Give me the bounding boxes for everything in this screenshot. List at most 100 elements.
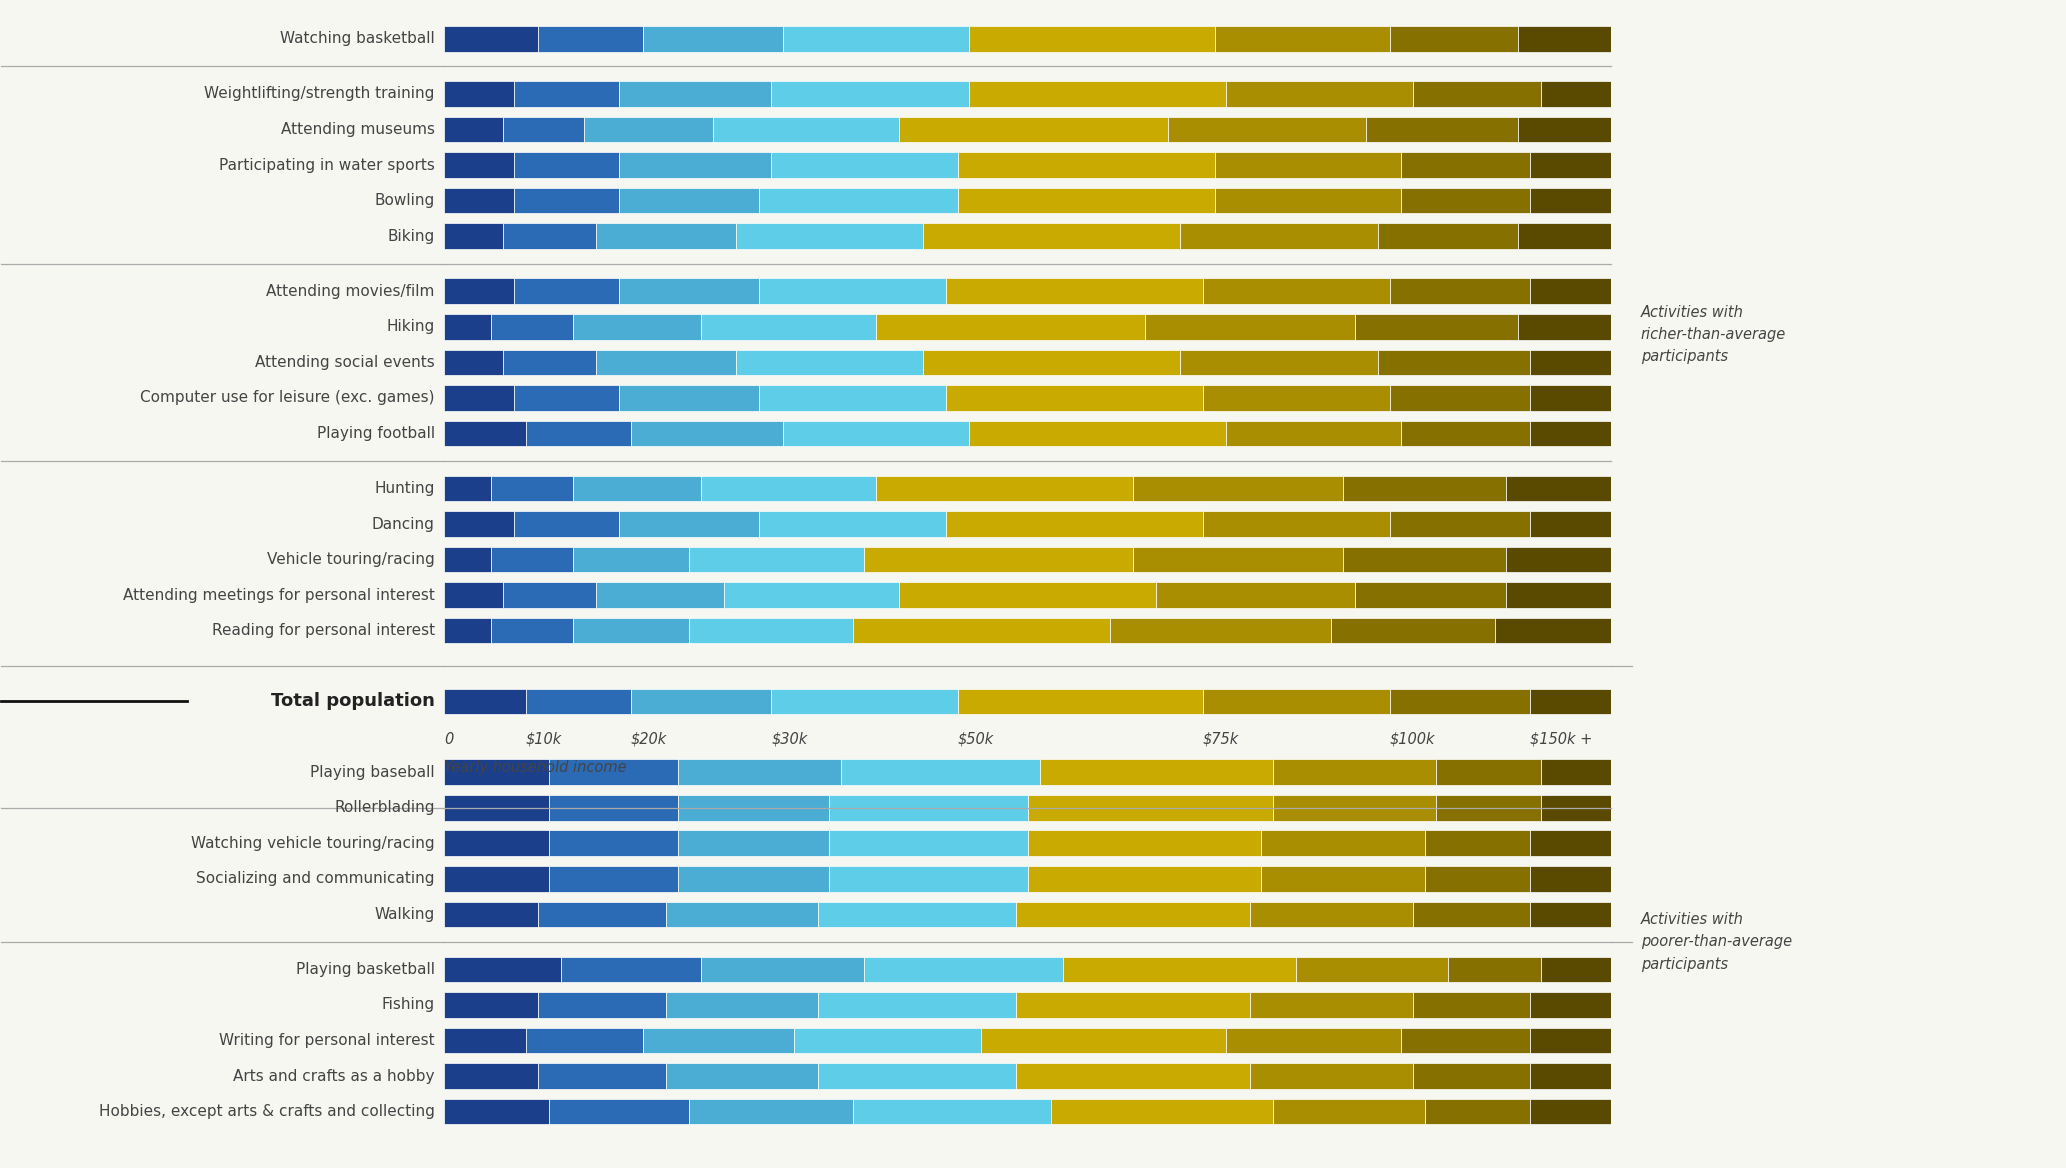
Bar	[1529, 1063, 1611, 1089]
Bar	[818, 992, 1016, 1017]
Text: Rollerblading: Rollerblading	[335, 800, 434, 815]
Bar	[1355, 583, 1506, 607]
Bar	[444, 1028, 527, 1054]
Text: Bowling: Bowling	[374, 193, 434, 208]
Bar	[1260, 865, 1426, 891]
Bar	[444, 957, 562, 982]
Bar	[537, 992, 665, 1017]
Bar	[1519, 117, 1611, 142]
Bar	[1494, 618, 1611, 644]
Bar	[1390, 278, 1529, 304]
Bar	[1401, 152, 1529, 178]
Bar	[818, 902, 1016, 927]
Bar	[1519, 26, 1611, 51]
Text: Yearly household income: Yearly household income	[444, 760, 626, 776]
Text: Attending social events: Attending social events	[254, 355, 434, 370]
Bar	[1401, 420, 1529, 446]
Bar	[514, 278, 620, 304]
Bar	[620, 81, 771, 106]
Bar	[1273, 1099, 1426, 1125]
Bar	[946, 278, 1202, 304]
Bar	[550, 830, 678, 856]
Bar	[514, 385, 620, 411]
Bar	[1506, 547, 1611, 572]
Bar	[1529, 1028, 1611, 1054]
Bar	[1180, 349, 1378, 375]
Bar	[678, 865, 828, 891]
Bar	[595, 223, 735, 249]
Bar	[1202, 385, 1390, 411]
Bar	[550, 865, 678, 891]
Bar	[444, 512, 514, 537]
Bar	[1260, 830, 1426, 856]
Bar	[620, 278, 760, 304]
Bar	[959, 152, 1215, 178]
Bar	[1250, 902, 1413, 927]
Bar	[783, 420, 969, 446]
Text: Weightlifting/strength training: Weightlifting/strength training	[205, 86, 434, 102]
Bar	[527, 689, 630, 714]
Bar	[1039, 759, 1273, 785]
Bar	[1529, 830, 1611, 856]
Bar	[527, 420, 630, 446]
Bar	[678, 795, 828, 820]
Text: $30k: $30k	[771, 731, 808, 746]
Bar	[735, 349, 924, 375]
Bar	[444, 618, 492, 644]
Bar	[620, 385, 760, 411]
Bar	[841, 759, 1039, 785]
Bar	[1541, 759, 1611, 785]
Text: $100k: $100k	[1390, 731, 1436, 746]
Bar	[1529, 1099, 1611, 1125]
Text: Walking: Walking	[374, 906, 434, 922]
Bar	[502, 349, 595, 375]
Bar	[1366, 117, 1519, 142]
Bar	[1331, 618, 1494, 644]
Text: Attending museums: Attending museums	[281, 121, 434, 137]
Bar	[492, 618, 572, 644]
Bar	[1413, 1063, 1529, 1089]
Bar	[1027, 795, 1273, 820]
Bar	[502, 583, 595, 607]
Bar	[665, 902, 818, 927]
Bar	[1529, 902, 1611, 927]
Bar	[1027, 830, 1260, 856]
Bar	[876, 314, 1145, 340]
Bar	[444, 420, 527, 446]
Bar	[595, 583, 725, 607]
Text: Playing football: Playing football	[316, 426, 434, 440]
Bar	[1390, 689, 1529, 714]
Bar	[760, 385, 946, 411]
Bar	[444, 278, 514, 304]
Bar	[620, 152, 771, 178]
Bar	[793, 1028, 981, 1054]
Bar	[630, 420, 783, 446]
Bar	[444, 795, 550, 820]
Bar	[514, 188, 620, 214]
Bar	[665, 992, 818, 1017]
Bar	[1378, 349, 1529, 375]
Bar	[1215, 188, 1401, 214]
Bar	[444, 314, 492, 340]
Bar	[1215, 152, 1401, 178]
Text: Activities with
poorer-than-average
participants: Activities with poorer-than-average part…	[1640, 912, 1791, 972]
Bar	[924, 223, 1180, 249]
Bar	[1529, 992, 1611, 1017]
Text: Total population: Total population	[271, 693, 434, 710]
Bar	[969, 420, 1227, 446]
Bar	[527, 1028, 643, 1054]
Text: $10k: $10k	[527, 731, 562, 746]
Bar	[502, 223, 595, 249]
Bar	[1250, 992, 1413, 1017]
Bar	[1529, 385, 1611, 411]
Bar	[1529, 278, 1611, 304]
Bar	[643, 1028, 793, 1054]
Bar	[630, 689, 771, 714]
Bar	[981, 1028, 1227, 1054]
Bar	[514, 81, 620, 106]
Bar	[1343, 547, 1506, 572]
Bar	[864, 957, 1062, 982]
Bar	[760, 188, 959, 214]
Bar	[864, 547, 1132, 572]
Bar	[665, 1063, 818, 1089]
